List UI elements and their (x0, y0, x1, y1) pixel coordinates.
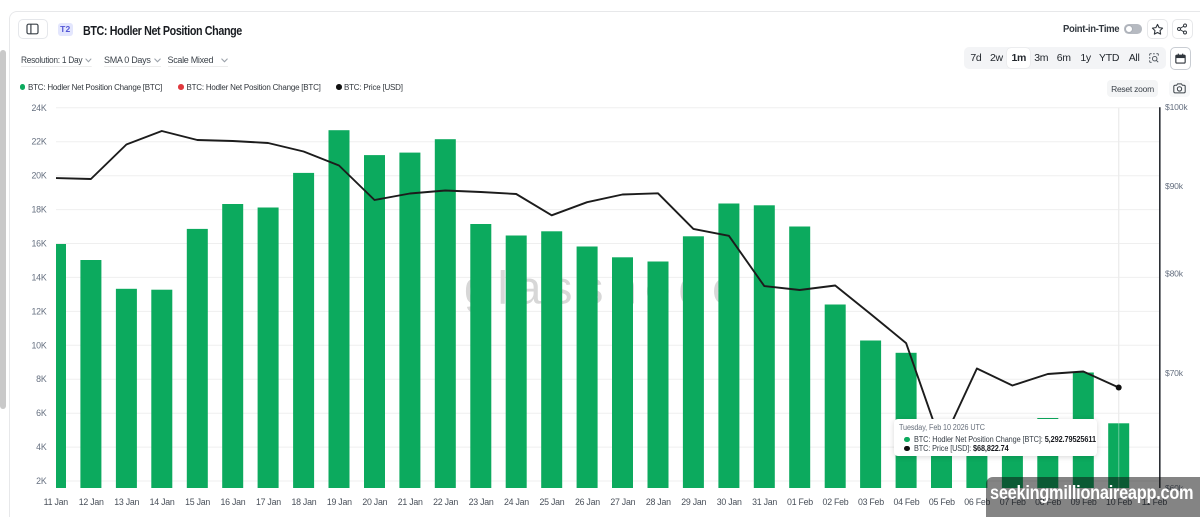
svg-text:29 Jan: 29 Jan (681, 497, 706, 507)
svg-text:$70k: $70k (1165, 368, 1184, 378)
svg-text:$100k: $100k (1165, 102, 1188, 112)
svg-text:23 Jan: 23 Jan (469, 497, 494, 507)
svg-text:$80k: $80k (1165, 269, 1184, 279)
svg-text:30 Jan: 30 Jan (717, 497, 742, 507)
svg-text:27 Jan: 27 Jan (610, 497, 635, 507)
svg-text:19 Jan: 19 Jan (327, 497, 352, 507)
svg-text:4K: 4K (36, 442, 47, 452)
svg-text:21 Jan: 21 Jan (398, 497, 423, 507)
svg-text:17 Jan: 17 Jan (256, 497, 281, 507)
svg-text:28 Jan: 28 Jan (646, 497, 671, 507)
svg-text:20K: 20K (31, 171, 46, 181)
svg-text:16 Jan: 16 Jan (221, 497, 246, 507)
svg-text:18K: 18K (31, 205, 46, 215)
svg-text:26 Jan: 26 Jan (575, 497, 600, 507)
svg-text:18 Jan: 18 Jan (291, 497, 316, 507)
svg-text:14 Jan: 14 Jan (150, 497, 175, 507)
svg-text:02 Feb: 02 Feb (823, 497, 849, 507)
svg-text:22K: 22K (31, 137, 46, 147)
svg-text:$90k: $90k (1165, 181, 1184, 191)
svg-text:12K: 12K (31, 306, 46, 316)
svg-text:16K: 16K (31, 239, 46, 249)
svg-text:12 Jan: 12 Jan (79, 497, 104, 507)
svg-text:04 Feb: 04 Feb (893, 497, 919, 507)
svg-text:11 Jan: 11 Jan (44, 497, 69, 507)
svg-text:05 Feb: 05 Feb (929, 497, 955, 507)
svg-text:06 Feb: 06 Feb (964, 497, 990, 507)
svg-text:31 Jan: 31 Jan (752, 497, 777, 507)
svg-text:13 Jan: 13 Jan (114, 497, 139, 507)
svg-text:24K: 24K (31, 103, 46, 113)
svg-text:14K: 14K (31, 272, 46, 282)
svg-text:8K: 8K (36, 374, 47, 384)
svg-text:03 Feb: 03 Feb (858, 497, 884, 507)
svg-text:15 Jan: 15 Jan (185, 497, 210, 507)
svg-text:24 Jan: 24 Jan (504, 497, 529, 507)
svg-text:6K: 6K (36, 408, 47, 418)
svg-text:01 Feb: 01 Feb (787, 497, 813, 507)
svg-text:10K: 10K (31, 340, 46, 350)
svg-text:2K: 2K (36, 476, 47, 486)
svg-text:25 Jan: 25 Jan (540, 497, 565, 507)
svg-text:22 Jan: 22 Jan (433, 497, 458, 507)
svg-text:20 Jan: 20 Jan (362, 497, 387, 507)
